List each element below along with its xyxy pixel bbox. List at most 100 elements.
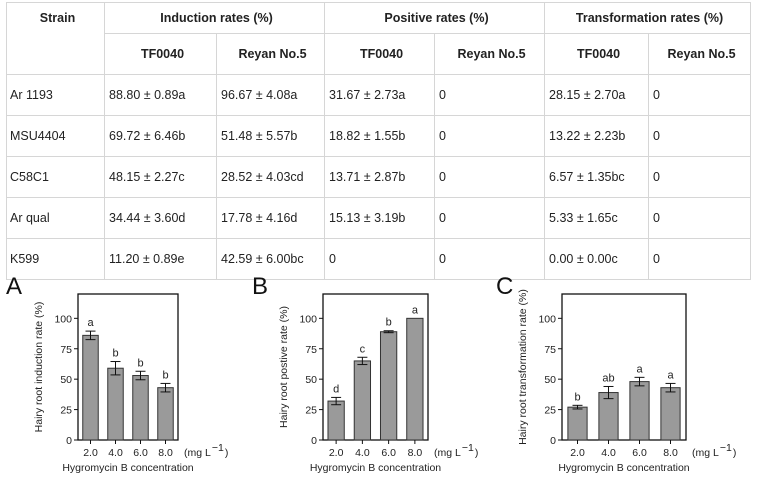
results-table-container: Strain Induction rates (%) Positive rate…: [6, 2, 752, 280]
x-unit-superscript: −1: [462, 442, 474, 454]
significance-label: a: [87, 317, 94, 329]
significance-label: b: [137, 357, 143, 369]
bar: [82, 334, 99, 441]
y-tick-label: 100: [54, 313, 72, 325]
y-tick-label: 100: [299, 313, 317, 325]
subheader-cell: Reyan No.5: [434, 33, 546, 75]
x-tick-label: 4.0: [355, 447, 370, 459]
subheader-cell: TF0040: [324, 33, 436, 75]
bar: [353, 360, 372, 441]
x-axis-label: Hygromycin B concentration: [558, 462, 689, 474]
panel-label: A: [6, 273, 22, 300]
table-cell: 31.67 ± 2.73a: [324, 74, 436, 116]
subheader-cell: TF0040: [104, 33, 217, 75]
significance-label: a: [636, 363, 643, 375]
table-cell: 28.52 ± 4.03cd: [215, 156, 326, 198]
subheader-cell: Reyan No.5: [215, 33, 326, 75]
table-cell: 0: [648, 74, 752, 116]
x-axis-label: Hygromycin B concentration: [62, 462, 193, 474]
y-tick-label: 50: [60, 374, 72, 386]
subheader-cell: TF0040: [544, 33, 650, 75]
table-cell: 34.44 ± 3.60d: [104, 197, 217, 239]
x-axis-label: Hygromycin B concentration: [310, 462, 441, 474]
table-cell: 18.82 ± 1.55b: [324, 115, 436, 157]
bar: [107, 367, 124, 441]
table-row: C58C1 48.15 ± 2.27c 28.52 ± 4.03cd 13.71…: [6, 156, 752, 198]
table-cell: 11.20 ± 0.89e: [104, 238, 217, 280]
table-cell: 51.48 ± 5.57b: [215, 115, 326, 157]
x-tick-label: 6.0: [632, 447, 647, 459]
significance-label: d: [333, 383, 339, 395]
results-table: Strain Induction rates (%) Positive rate…: [6, 2, 752, 280]
x-tick-label: 4.0: [108, 447, 123, 459]
table-cell: 13.22 ± 2.23b: [544, 115, 650, 157]
table-cell: 0: [648, 156, 752, 198]
group-header-induction: Induction rates (%): [103, 2, 326, 34]
x-unit-label: (mg L: [692, 447, 719, 459]
table-cell: 0.00 ± 0.00c: [544, 238, 650, 280]
y-tick-label: 0: [311, 435, 317, 447]
y-tick-label: 0: [550, 435, 556, 447]
table-cell: 0: [434, 238, 546, 280]
bar: [379, 331, 398, 441]
table-cell: 0: [434, 115, 546, 157]
x-unit-superscript: −1: [212, 442, 224, 454]
x-tick-label: 2.0: [83, 447, 98, 459]
x-unit-superscript: −1: [720, 442, 732, 454]
table-cell: 48.15 ± 2.27c: [104, 156, 217, 198]
x-tick-label: 4.0: [601, 447, 616, 459]
y-tick-label: 75: [544, 344, 556, 356]
x-tick-label: 2.0: [329, 447, 344, 459]
x-tick-label: 6.0: [381, 447, 396, 459]
y-tick-label: 50: [544, 374, 556, 386]
y-tick-label: 25: [305, 405, 317, 417]
table-row: MSU4404 69.72 ± 6.46b 51.48 ± 5.57b 18.8…: [6, 115, 752, 157]
y-tick-label: 75: [60, 344, 72, 356]
table-cell: 0: [434, 156, 546, 198]
x-tick-label: 8.0: [408, 447, 423, 459]
group-header-positive: Positive rates (%): [324, 2, 546, 34]
table-cell: 0: [434, 74, 546, 116]
y-tick-label: 25: [60, 405, 72, 417]
strain-header: Strain: [6, 2, 105, 75]
bar: [598, 392, 619, 441]
table-cell: 13.71 ± 2.87b: [324, 156, 436, 198]
table-cell: 88.80 ± 0.89a: [104, 74, 217, 116]
significance-label: b: [386, 317, 392, 329]
y-axis-label: Hairy root transformation rate (%): [517, 289, 529, 445]
chart-panel-a: A 0 25 50 75 100 Hairy root induction rate (%)…: [6, 273, 228, 474]
table-cell: 28.15 ± 2.70a: [544, 74, 650, 116]
bar: [567, 406, 588, 441]
x-tick-label: 8.0: [663, 447, 678, 459]
significance-label: a: [667, 369, 674, 381]
table-cell: 69.72 ± 6.46b: [104, 115, 217, 157]
bar: [132, 375, 149, 441]
x-unit-close: ): [733, 447, 737, 459]
bar: [157, 387, 174, 441]
strain-cell: C58C1: [6, 156, 105, 198]
significance-label: b: [112, 348, 118, 360]
bar: [660, 387, 681, 441]
plot-frame: [561, 293, 687, 441]
table-cell: 96.67 ± 4.08a: [215, 74, 326, 116]
x-unit-label: (mg L: [184, 447, 211, 459]
x-tick-label: 2.0: [570, 447, 585, 459]
y-tick-label: 100: [538, 313, 556, 325]
subheader-cell: Reyan No.5: [648, 33, 752, 75]
significance-label: ab: [602, 372, 614, 384]
table-cell: 0: [434, 197, 546, 239]
bar: [629, 381, 650, 441]
table-cell: 17.78 ± 4.16d: [215, 197, 326, 239]
significance-label: b: [162, 369, 168, 381]
strain-cell: K599: [6, 238, 105, 280]
significance-label: a: [412, 304, 419, 316]
strain-cell: MSU4404: [6, 115, 105, 157]
table-cell: 0: [648, 238, 752, 280]
panel-label: C: [496, 273, 513, 300]
table-cell: 0: [648, 115, 752, 157]
table-cell: 5.33 ± 1.65c: [544, 197, 650, 239]
table-cell: 0: [648, 197, 752, 239]
table-row: Ar 1193 88.80 ± 0.89a 96.67 ± 4.08a 31.6…: [6, 74, 752, 116]
table-row: Ar qual 34.44 ± 3.60d 17.78 ± 4.16d 15.1…: [6, 197, 752, 239]
chart-panel-b: B 0 25 50 75 100 Hairy root postive rate (%) d 2…: [252, 273, 478, 474]
